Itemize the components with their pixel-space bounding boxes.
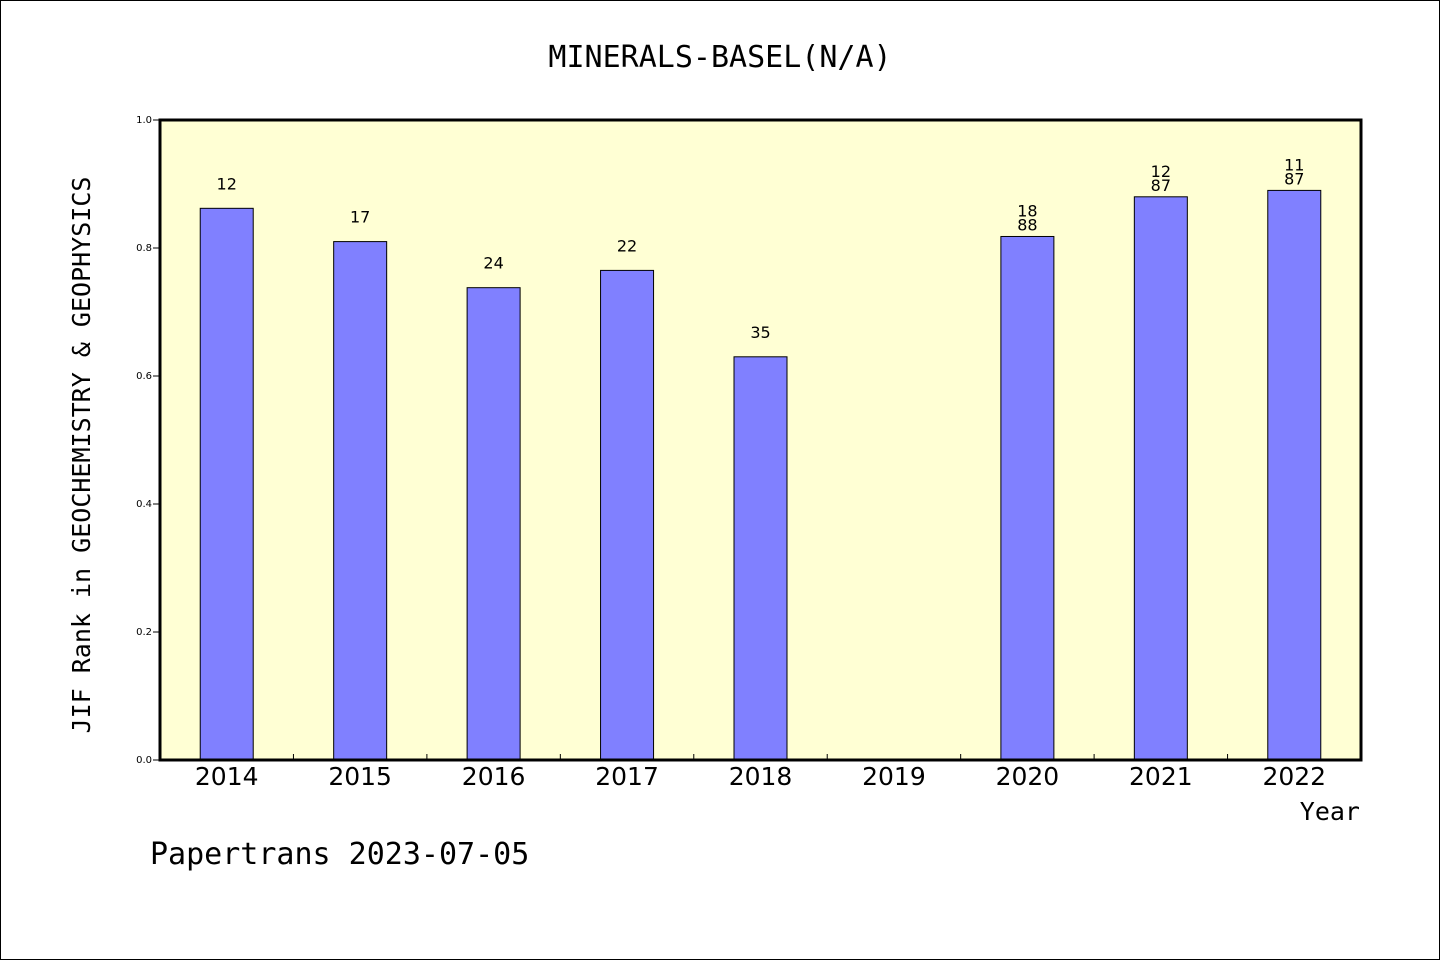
y-tick-label: 0.6 <box>136 371 152 382</box>
bar-2014 <box>199 207 254 761</box>
y-tick-label: 0.0 <box>136 755 152 766</box>
bars-group <box>199 189 1322 761</box>
y-tick-label: 0.4 <box>136 499 152 510</box>
chart-title: MINERALS-BASEL(N/A) <box>548 40 891 75</box>
x-axis-label: Year <box>1300 797 1360 826</box>
footer-credit: Papertrans 2023-07-05 <box>150 837 529 872</box>
x-tick-label: 2022 <box>1262 762 1326 791</box>
x-tick-label: 2017 <box>595 762 659 791</box>
bar-label-2017: 22 <box>617 236 637 255</box>
bar-2015 <box>333 241 388 761</box>
x-tick-label: 2019 <box>862 762 926 791</box>
x-tick-label: 2015 <box>328 762 392 791</box>
bar-2022 <box>1267 189 1322 761</box>
bar-label-2022: 11 <box>1284 155 1304 174</box>
y-tick-label: 0.2 <box>136 627 152 638</box>
bar-label-2016: 24 <box>483 254 503 273</box>
bar-2017 <box>600 269 655 761</box>
bar-label-2021: 12 <box>1151 162 1171 181</box>
y-tick-label: 0.8 <box>136 243 152 254</box>
plot-border <box>158 118 1363 762</box>
x-tick-label: 2014 <box>195 762 259 791</box>
bar-label-2018: 35 <box>750 323 770 342</box>
bar-2018 <box>733 356 788 761</box>
y-tick-label: 1.0 <box>136 115 152 126</box>
x-tick-label: 2016 <box>462 762 526 791</box>
y-axis-label: JIF Rank in GEOCHEMISTRY & GEOPHYSICS <box>67 177 96 734</box>
y-axis: 0.0 0.2 0.4 0.6 0.8 1.0 <box>136 115 160 766</box>
bar-label-2020: 88 <box>1017 215 1037 234</box>
x-tick-label: 2021 <box>1129 762 1193 791</box>
bar-2020 <box>1000 235 1055 761</box>
x-tick-label: 2018 <box>729 762 793 791</box>
x-axis: 2014 2015 2016 2017 2018 2019 2020 2021 2022 <box>195 754 1326 791</box>
bar-label-2014: 12 <box>217 174 237 193</box>
bar-label-2021: 87 <box>1151 176 1171 195</box>
bar-label-2022: 87 <box>1284 169 1304 188</box>
bar-label-2015: 17 <box>350 208 370 227</box>
bar-2021 <box>1133 196 1188 761</box>
bar-2016 <box>466 287 521 761</box>
x-tick-label: 2020 <box>996 762 1060 791</box>
bar-label-2020: 18 <box>1017 201 1037 220</box>
